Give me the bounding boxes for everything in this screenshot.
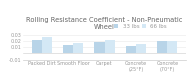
Legend: 33 lbs, 66 lbs: 33 lbs, 66 lbs	[113, 24, 168, 30]
Bar	[42, 37, 52, 53]
Bar	[105, 40, 115, 53]
Title: Rolling Resistance Coefficient - Non-Pneumatic
Wheel: Rolling Resistance Coefficient - Non-Pne…	[26, 17, 183, 30]
Bar	[32, 40, 42, 53]
Bar	[94, 42, 104, 53]
Bar	[136, 44, 146, 53]
Bar	[73, 43, 83, 53]
Bar	[63, 45, 73, 53]
Bar	[157, 41, 167, 53]
Bar	[167, 41, 177, 53]
Bar	[126, 46, 136, 53]
